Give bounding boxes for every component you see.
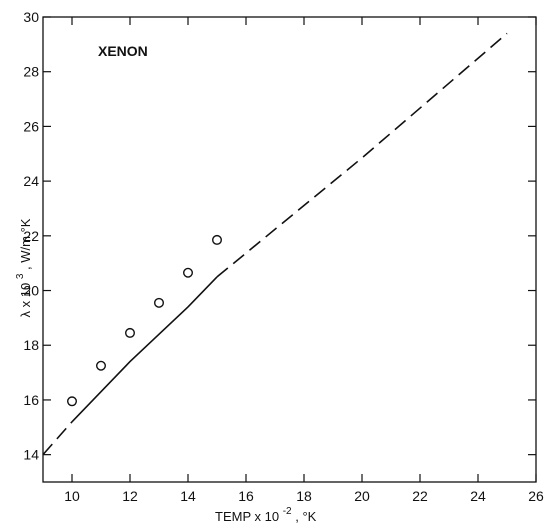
- data-point-marker: [153, 297, 164, 308]
- y-tick-label: 26: [23, 118, 39, 134]
- x-tick-label: 18: [296, 488, 312, 504]
- y-axis-label-unit: , W/m °K: [18, 218, 33, 270]
- y-axis-label: λ x 10 3 , W/m °K: [11, 218, 33, 317]
- x-axis-label: TEMP x 10 -2 , °K: [215, 502, 317, 524]
- x-axis-label-main: TEMP x 10: [215, 509, 279, 524]
- y-tick-label: 14: [23, 447, 39, 463]
- y-tick-label: 16: [23, 392, 39, 408]
- y-tick-label: 20: [23, 283, 39, 299]
- x-tick-label: 16: [238, 488, 254, 504]
- plot-frame: [42, 16, 537, 483]
- solid-curve: [71, 276, 218, 423]
- x-axis-label-exponent: -2: [283, 506, 292, 517]
- y-tick-label: 22: [23, 228, 39, 244]
- x-tick-label: 20: [354, 488, 370, 504]
- y-tick-label: 28: [23, 64, 39, 80]
- y-tick-label: 24: [23, 173, 39, 189]
- y-axis-label-main: λ x 10: [18, 283, 33, 318]
- data-point-marker: [66, 396, 77, 407]
- y-tick-label: 30: [23, 9, 39, 25]
- data-point-marker: [95, 360, 106, 371]
- x-tick-label: 22: [412, 488, 428, 504]
- x-tick-label: 10: [64, 488, 80, 504]
- dashed-curve: [42, 421, 73, 456]
- data-point-marker: [182, 267, 193, 278]
- dashed-curve: [216, 32, 508, 278]
- x-tick-label: 26: [528, 488, 544, 504]
- data-point-marker: [211, 234, 222, 245]
- data-point-marker: [124, 327, 135, 338]
- y-axis-label-exponent: 3: [15, 273, 26, 279]
- y-tick-label: 18: [23, 337, 39, 353]
- chart-annotation: XENON: [98, 43, 148, 59]
- x-axis-label-unit: , °K: [295, 509, 316, 524]
- x-tick-label: 12: [122, 488, 138, 504]
- x-tick-label: 24: [470, 488, 486, 504]
- x-tick-label: 14: [180, 488, 196, 504]
